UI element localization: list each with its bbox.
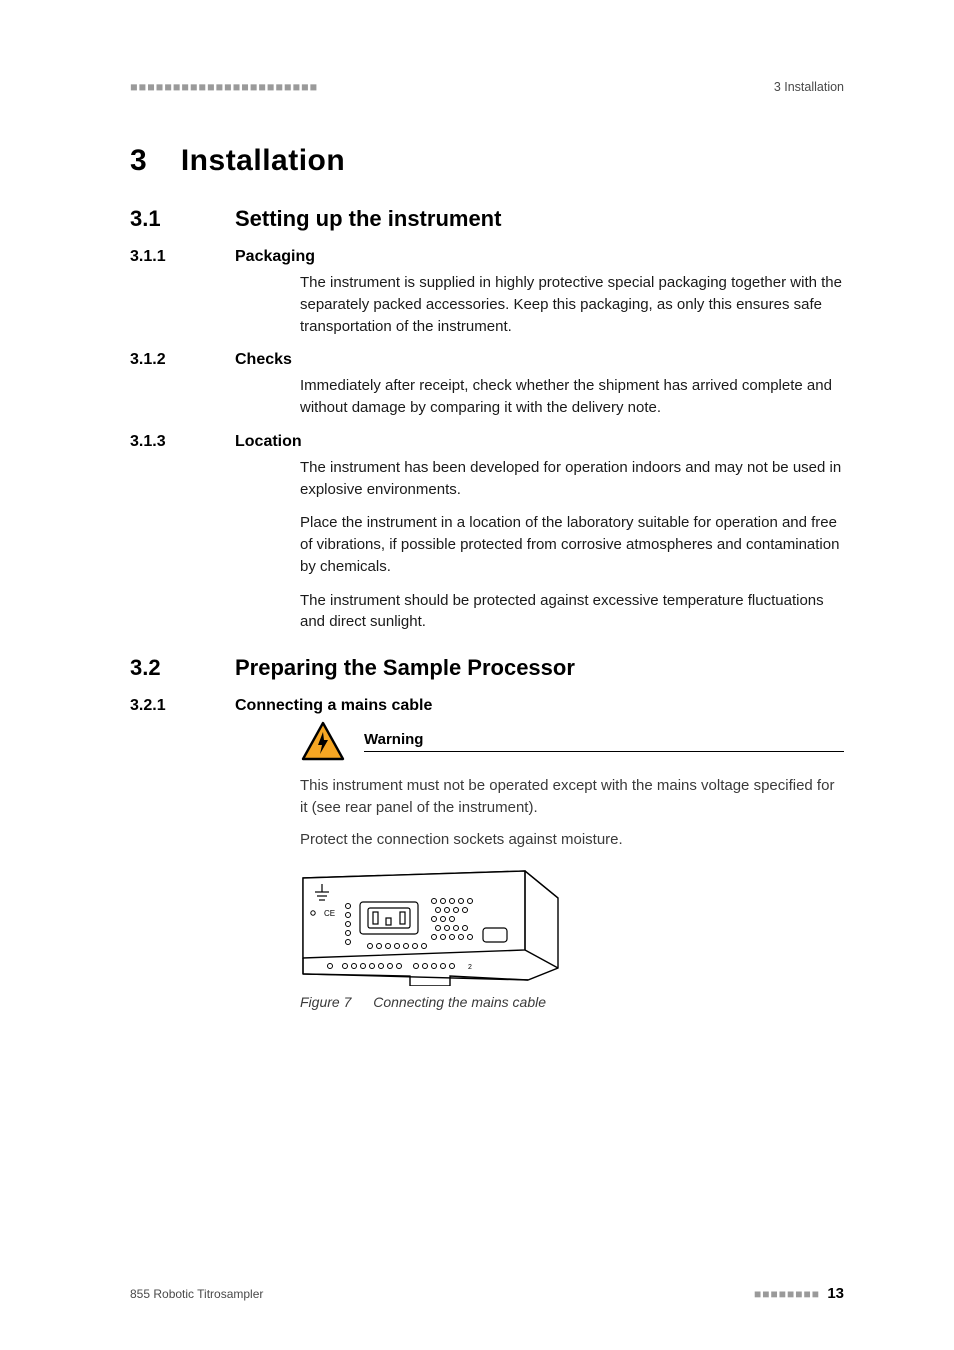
warning-note: Warning This instrument must not be oper… <box>300 721 844 850</box>
subsection-title: Connecting a mains cable <box>235 697 432 715</box>
paragraph: Immediately after receipt, check whether… <box>300 375 844 419</box>
subsection-number: 3.2.1 <box>130 697 235 715</box>
body-3-1-3: The instrument has been developed for op… <box>300 457 844 633</box>
subsection-number: 3.1.1 <box>130 248 235 266</box>
warning-header: Warning <box>300 721 844 761</box>
warning-body: This instrument must not be operated exc… <box>300 775 844 850</box>
page-footer: 855 Robotic Titrosampler ■■■■■■■■ 13 <box>130 1285 844 1302</box>
figure-number: Figure 7 <box>300 994 351 1010</box>
paragraph: Protect the connection sockets against m… <box>300 829 844 851</box>
svg-text:2: 2 <box>468 964 472 971</box>
paragraph: The instrument should be protected again… <box>300 590 844 634</box>
figure-caption-text: Connecting the mains cable <box>373 994 546 1010</box>
header-section-label: 3 Installation <box>774 80 844 94</box>
device-illustration: CE <box>300 868 560 986</box>
page-number: 13 <box>827 1285 844 1302</box>
figure-7: CE <box>300 868 844 1010</box>
warning-label: Warning <box>364 731 844 752</box>
footer-marks: ■■■■■■■■ <box>754 1287 820 1301</box>
header-marks-left: ■■■■■■■■■■■■■■■■■■■■■■ <box>130 80 318 94</box>
subsection-title: Checks <box>235 351 292 369</box>
paragraph: The instrument is supplied in highly pro… <box>300 272 844 337</box>
subsection-3-2-1: 3.2.1 Connecting a mains cable <box>130 697 844 715</box>
subsection-number: 3.1.2 <box>130 351 235 369</box>
subsection-number: 3.1.3 <box>130 433 235 451</box>
chapter-text: Installation <box>181 144 345 177</box>
footer-product: 855 Robotic Titrosampler <box>130 1287 263 1301</box>
footer-right: ■■■■■■■■ 13 <box>754 1285 844 1302</box>
page-header: ■■■■■■■■■■■■■■■■■■■■■■ 3 Installation <box>130 80 844 94</box>
paragraph: Place the instrument in a location of th… <box>300 512 844 577</box>
chapter-number: 3 <box>130 144 172 178</box>
subsection-3-1-2: 3.1.2 Checks <box>130 351 844 369</box>
paragraph: The instrument has been developed for op… <box>300 457 844 501</box>
section-number: 3.1 <box>130 206 235 232</box>
subsection-3-1-3: 3.1.3 Location <box>130 433 844 451</box>
section-number: 3.2 <box>130 655 235 681</box>
section-3-1: 3.1 Setting up the instrument <box>130 206 844 232</box>
paragraph: This instrument must not be operated exc… <box>300 775 844 819</box>
figure-caption: Figure 7 Connecting the mains cable <box>300 994 844 1010</box>
section-title: Preparing the Sample Processor <box>235 655 575 681</box>
subsection-title: Location <box>235 433 302 451</box>
warning-icon <box>300 721 346 761</box>
section-title: Setting up the instrument <box>235 206 501 232</box>
subsection-3-1-1: 3.1.1 Packaging <box>130 248 844 266</box>
subsection-title: Packaging <box>235 248 315 266</box>
chapter-title: 3 Installation <box>130 144 844 178</box>
section-3-2: 3.2 Preparing the Sample Processor <box>130 655 844 681</box>
svg-text:CE: CE <box>324 909 335 918</box>
body-3-1-1: The instrument is supplied in highly pro… <box>300 272 844 337</box>
body-3-1-2: Immediately after receipt, check whether… <box>300 375 844 419</box>
